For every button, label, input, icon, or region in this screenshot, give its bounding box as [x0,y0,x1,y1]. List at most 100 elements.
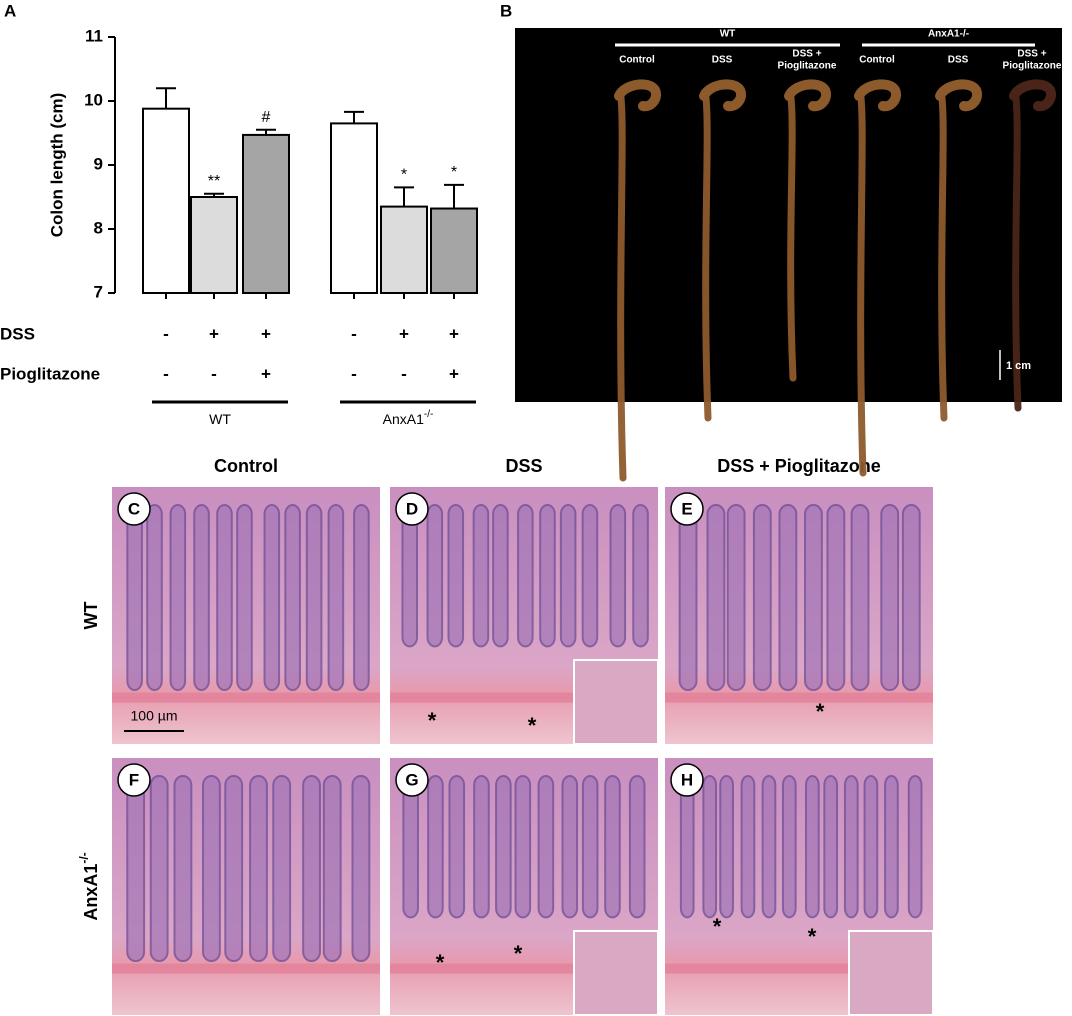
bar [430,207,478,295]
muscle-layer [665,963,933,974]
crypt [284,504,301,692]
y-tick-label: 8 [94,218,103,237]
group-name: WT [209,411,231,427]
crypt [224,775,244,963]
asterisk: * [514,941,523,966]
crypt [126,775,146,963]
crypt [628,775,646,919]
crypt [537,775,555,919]
condition-sign: - [211,364,217,383]
crypt [272,775,292,963]
condition-sign: - [163,364,169,383]
colon [857,94,867,477]
crypt [702,775,718,919]
condition-name: Pioglitazone [0,364,100,383]
lane-label: Control [859,55,895,66]
crypt [719,775,734,919]
asterisk: * [713,914,722,939]
condition-sign: + [399,324,409,343]
group-name: AnxA1 [383,411,424,427]
panel-label: E [681,499,692,518]
muscle-layer [112,692,380,703]
y-axis-label: Colon length (cm) [47,93,66,237]
colon-head [784,79,831,112]
inset [573,930,659,1016]
crypt [426,504,444,648]
muscle-layer [112,963,380,974]
error-bar [394,186,414,207]
crypt [805,775,820,919]
colon [617,94,627,482]
colon [1012,94,1022,412]
crypt [322,775,342,963]
panel-label: G [405,770,418,789]
crypt [559,504,577,648]
asterisk: * [816,699,825,724]
colon [938,94,948,422]
group-label: AnxA1-/- [928,29,969,40]
crypt [236,504,253,692]
crypt [740,775,756,919]
crypt [826,504,846,692]
crypt [581,775,599,919]
colon-head [854,79,901,112]
crypt [604,775,621,919]
lane-label: Control [619,55,655,66]
crypt [351,775,371,963]
colon [702,94,712,422]
muscle-layer [390,692,658,703]
crypt [305,504,323,692]
group-superscript: -/- [424,409,433,420]
error-bar [344,110,364,124]
muscle-layer [390,963,658,974]
crypt [517,504,534,648]
inset [573,659,659,745]
error-bar [204,192,224,197]
crypt [173,775,193,963]
crypt [495,775,512,919]
crypt [169,504,187,692]
lane-label: DSS + [792,49,821,60]
crypt [448,775,466,919]
condition-name: DSS [0,324,35,343]
row-name: AnxA1 [81,864,101,921]
column-header: DSS + Pioglitazone [717,456,881,476]
crypt [447,504,465,648]
condition-sign: + [449,324,459,343]
bar [242,133,290,294]
error-bar [156,87,176,109]
lane-label: DSS [948,55,969,66]
crypt [126,504,143,692]
asterisk: * [428,708,437,733]
panel-badge [395,492,429,526]
colon-head [699,79,746,112]
panel-label: C [128,499,140,518]
error-bar [256,128,276,135]
significance-mark: * [401,167,407,184]
crypt [149,775,169,963]
inset [848,930,934,1016]
crypt [706,504,726,692]
crypt [327,504,345,692]
lane-label: Pioglitazone [1003,61,1062,72]
crypt [778,504,798,692]
crypt [843,775,859,919]
y-tick-label: 10 [84,90,103,109]
crypt [472,504,490,648]
condition-sign: + [449,364,459,383]
crypt [302,775,321,963]
panel-label: F [129,770,139,789]
crypt [353,504,370,692]
condition-sign: - [163,324,169,343]
crypt [581,504,599,648]
condition-sign: + [261,364,271,383]
colon-head [935,79,982,112]
lane-label: Pioglitazone [778,61,837,72]
crypt [679,775,695,919]
scale-label: 1 cm [1006,360,1031,372]
colon-head [1009,79,1056,112]
significance-mark: ** [208,173,220,190]
row-label: AnxA1-/- [77,852,101,920]
